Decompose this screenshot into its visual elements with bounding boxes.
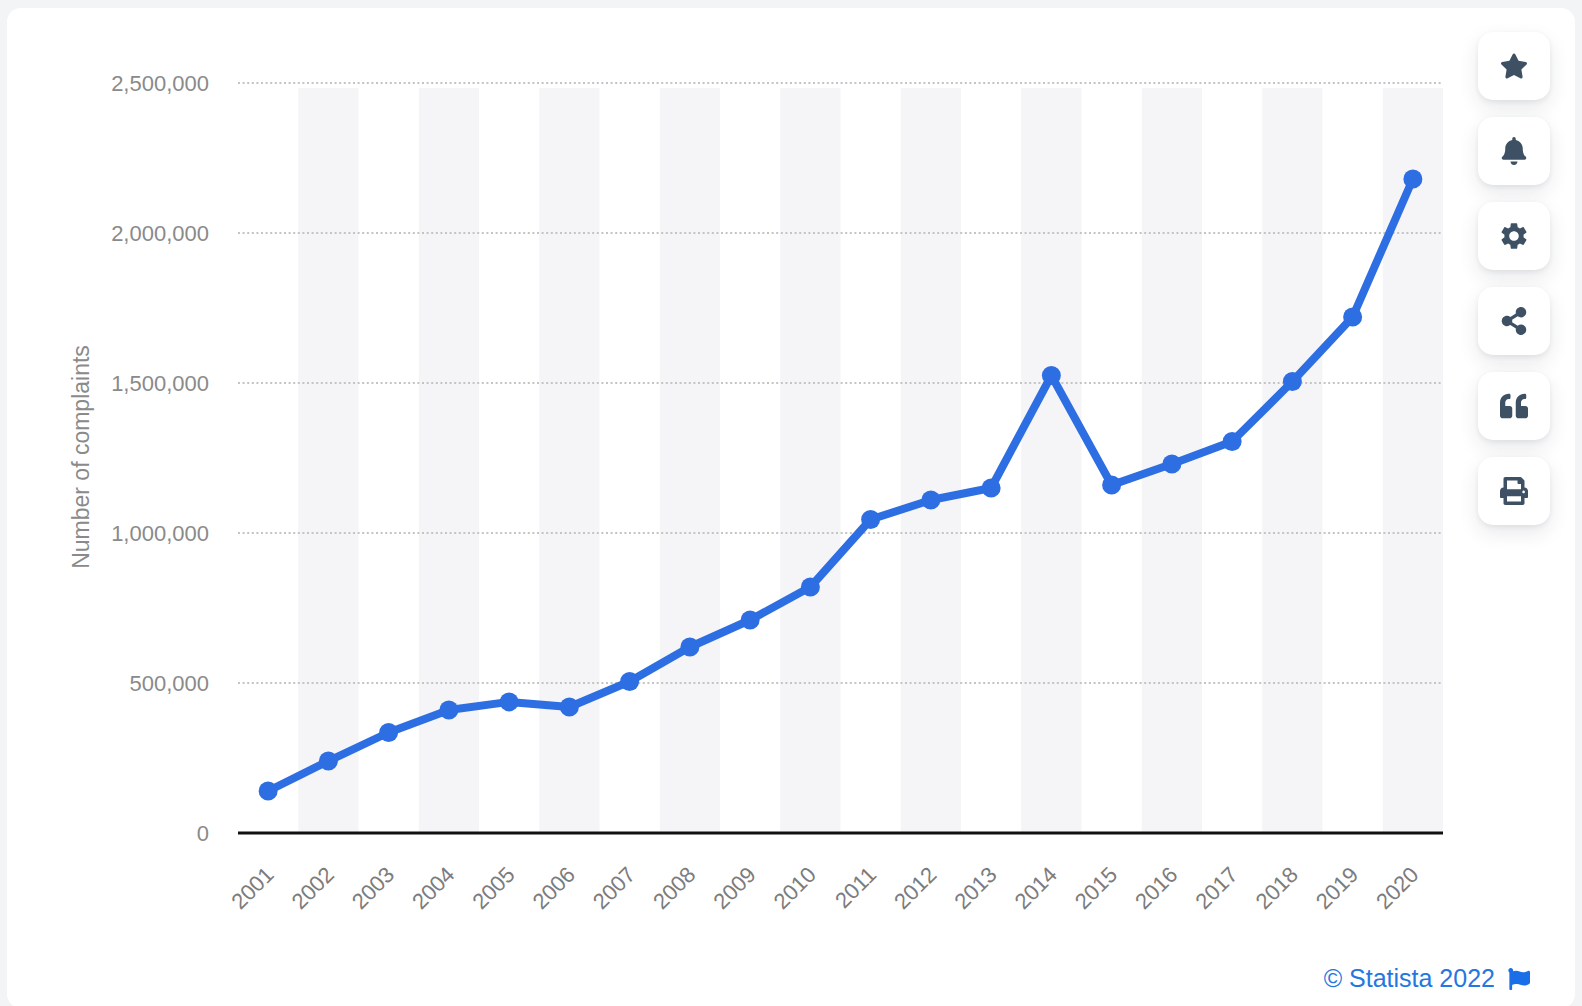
data-point-2019[interactable] bbox=[1343, 308, 1362, 327]
x-tick-label-2013: 2013 bbox=[949, 862, 1001, 914]
data-point-2002[interactable] bbox=[319, 752, 338, 771]
x-tick-label-2005: 2005 bbox=[467, 862, 519, 914]
y-tick-label: 2,500,000 bbox=[111, 71, 209, 96]
data-point-2017[interactable] bbox=[1223, 432, 1242, 451]
data-point-2004[interactable] bbox=[439, 701, 458, 720]
share-icon bbox=[1500, 307, 1528, 335]
alerts-button[interactable] bbox=[1478, 117, 1550, 185]
data-point-2008[interactable] bbox=[680, 638, 699, 657]
y-tick-label: 0 bbox=[197, 821, 209, 846]
data-point-2018[interactable] bbox=[1283, 372, 1302, 391]
flag-icon[interactable] bbox=[1508, 968, 1530, 990]
star-icon bbox=[1500, 52, 1528, 80]
data-point-2007[interactable] bbox=[620, 672, 639, 691]
year-band-2020 bbox=[1383, 88, 1443, 833]
data-point-2001[interactable] bbox=[259, 782, 278, 801]
x-tick-label-2019: 2019 bbox=[1311, 862, 1363, 914]
quote-icon bbox=[1500, 392, 1528, 420]
x-tick-label-2014: 2014 bbox=[1010, 862, 1062, 914]
data-point-2016[interactable] bbox=[1162, 455, 1181, 474]
y-tick-label: 2,000,000 bbox=[111, 221, 209, 246]
data-point-2009[interactable] bbox=[741, 611, 760, 630]
printer-icon bbox=[1500, 477, 1528, 505]
print-button[interactable] bbox=[1478, 457, 1550, 525]
x-tick-label-2015: 2015 bbox=[1070, 862, 1122, 914]
x-tick-label-2004: 2004 bbox=[407, 862, 459, 914]
y-tick-label: 500,000 bbox=[129, 671, 209, 696]
y-tick-label: 1,500,000 bbox=[111, 371, 209, 396]
line-chart: 0 500,000 1,000,000 1,500,000 2,000,000 2,500… bbox=[0, 0, 1582, 1006]
y-axis-title: Number of complaints bbox=[68, 345, 94, 569]
data-point-2014[interactable] bbox=[1042, 366, 1061, 385]
x-tick-label-2003: 2003 bbox=[347, 862, 399, 914]
year-band-2008 bbox=[660, 88, 720, 833]
x-tick-label-2002: 2002 bbox=[287, 862, 339, 914]
x-tick-label-2010: 2010 bbox=[769, 862, 821, 914]
bell-icon bbox=[1500, 137, 1528, 165]
year-band-2010 bbox=[780, 88, 840, 833]
year-band-2014 bbox=[1021, 88, 1081, 833]
year-band-2018 bbox=[1262, 88, 1322, 833]
favorite-button[interactable] bbox=[1478, 32, 1550, 100]
data-point-2006[interactable] bbox=[560, 698, 579, 717]
data-point-2011[interactable] bbox=[861, 510, 880, 529]
x-tick-label-2018: 2018 bbox=[1251, 862, 1303, 914]
data-point-2020[interactable] bbox=[1403, 170, 1422, 189]
statista-credit: © Statista 2022 bbox=[1324, 964, 1530, 993]
x-tick-label-2008: 2008 bbox=[648, 862, 700, 914]
data-point-2003[interactable] bbox=[379, 723, 398, 742]
data-point-2012[interactable] bbox=[921, 491, 940, 510]
x-tick-label-2017: 2017 bbox=[1190, 862, 1242, 914]
gear-icon bbox=[1498, 220, 1530, 252]
chart-card: 0 500,000 1,000,000 1,500,000 2,000,000 2,500… bbox=[7, 8, 1575, 1006]
x-tick-label-2001: 2001 bbox=[226, 862, 278, 914]
year-band-2002 bbox=[298, 88, 358, 833]
year-band-2006 bbox=[539, 88, 599, 833]
share-button[interactable] bbox=[1478, 287, 1550, 355]
x-tick-label-2012: 2012 bbox=[889, 862, 941, 914]
data-point-2013[interactable] bbox=[982, 479, 1001, 498]
x-tick-label-2009: 2009 bbox=[708, 862, 760, 914]
x-tick-label-2007: 2007 bbox=[588, 862, 640, 914]
data-point-2015[interactable] bbox=[1102, 476, 1121, 495]
x-tick-label-2011: 2011 bbox=[830, 862, 881, 913]
x-tick-label-2020: 2020 bbox=[1371, 862, 1423, 914]
y-tick-label: 1,000,000 bbox=[111, 521, 209, 546]
settings-button[interactable] bbox=[1478, 202, 1550, 270]
year-band-2012 bbox=[901, 88, 961, 833]
data-point-2010[interactable] bbox=[801, 578, 820, 597]
page: { "chart_data": { "type": "line", "title… bbox=[0, 0, 1582, 1006]
x-tick-label-2016: 2016 bbox=[1130, 862, 1182, 914]
x-tick-label-2006: 2006 bbox=[528, 862, 580, 914]
statista-credit-text[interactable]: © Statista 2022 bbox=[1324, 964, 1495, 993]
cite-button[interactable] bbox=[1478, 372, 1550, 440]
data-point-2005[interactable] bbox=[500, 692, 519, 711]
